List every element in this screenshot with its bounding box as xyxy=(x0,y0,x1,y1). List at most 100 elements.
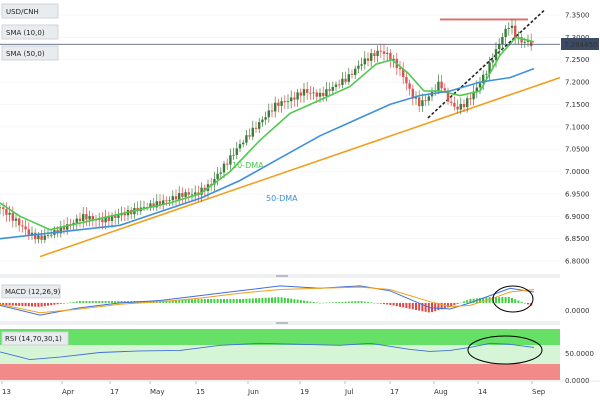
candle xyxy=(190,188,194,202)
macd-histogram-bar xyxy=(5,302,8,306)
macd-histogram-bar xyxy=(290,298,293,303)
sma50-annotation: 50-DMA xyxy=(266,194,298,203)
macd-histogram-bar xyxy=(447,302,449,308)
price-tick-label: 6.8500 xyxy=(565,235,590,243)
candle xyxy=(229,148,232,170)
macd-histogram-bar xyxy=(466,300,469,303)
macd-histogram-bar xyxy=(226,299,229,303)
macd-histogram-bar xyxy=(31,302,33,307)
macd-histogram-bar xyxy=(479,298,481,303)
macd-histogram-bar xyxy=(37,302,40,307)
macd-histogram-bar xyxy=(287,298,289,303)
candle xyxy=(277,98,280,113)
candle xyxy=(226,158,229,170)
macd-histogram-bar xyxy=(504,297,507,303)
macd-histogram-bar xyxy=(53,302,56,305)
macd-histogram-bar xyxy=(370,302,373,303)
candle xyxy=(357,60,360,74)
macd-histogram-bar xyxy=(514,299,517,303)
macd-histogram-bar xyxy=(527,302,529,305)
macd-histogram-bar xyxy=(469,298,472,303)
candle xyxy=(59,220,62,238)
macd-histogram-bar xyxy=(511,297,513,303)
x-tick-label: Aug xyxy=(434,388,448,396)
macd-histogram-bar xyxy=(517,300,520,303)
macd-histogram-bar xyxy=(101,300,104,303)
x-tick-label: 17 xyxy=(390,388,399,396)
macd-histogram-bar xyxy=(319,302,321,304)
macd-histogram-bar xyxy=(392,302,395,306)
candle xyxy=(88,210,91,227)
support-orange-trendline xyxy=(39,76,561,258)
candle xyxy=(0,204,2,215)
candle xyxy=(280,97,283,113)
macd-histogram-bar xyxy=(251,298,254,303)
price-tick-label: 7.3500 xyxy=(565,11,590,19)
macd-histogram-bar xyxy=(242,298,245,303)
candle xyxy=(466,95,469,113)
candle xyxy=(328,82,331,96)
candle xyxy=(530,33,533,51)
macd-histogram-bar xyxy=(271,297,273,303)
macd-histogram-bar xyxy=(111,300,113,303)
macd-histogram-bar xyxy=(143,300,145,303)
macd-histogram-bar xyxy=(523,302,526,304)
macd-histogram-bar xyxy=(207,299,209,303)
candle xyxy=(382,44,386,61)
macd-histogram-bar xyxy=(11,302,14,306)
macd-histogram-bar xyxy=(21,302,24,306)
candle xyxy=(488,56,491,81)
macd-histogram-bar xyxy=(283,297,286,303)
candle xyxy=(344,71,347,85)
candle xyxy=(149,199,152,211)
macd-highlight-circle xyxy=(492,285,534,313)
macd-histogram-bar xyxy=(117,300,120,303)
candle xyxy=(331,81,334,96)
candle xyxy=(338,79,341,89)
x-axis: 13 Apr 17 May 15 Jun 19 Jul 17 Aug 14 Sep xyxy=(0,380,600,396)
candle xyxy=(213,171,216,192)
rsi-neutral-zone xyxy=(0,345,560,364)
macd-histogram-bar xyxy=(175,300,177,303)
macd-histogram-bar xyxy=(200,299,203,303)
candle xyxy=(251,120,254,141)
macd-histogram-bar xyxy=(213,299,216,303)
macd-histogram-bar xyxy=(191,299,193,303)
candle xyxy=(408,79,411,96)
candle xyxy=(184,188,187,204)
macd-histogram-bar xyxy=(501,297,504,303)
macd-histogram-bar xyxy=(27,302,30,307)
macd-histogram-bar xyxy=(383,302,385,305)
price-tick-label: 6.9500 xyxy=(565,190,590,198)
macd-histogram-bar xyxy=(104,300,107,303)
candle xyxy=(123,207,126,222)
candle xyxy=(245,129,248,146)
macd-histogram-bar xyxy=(203,299,206,303)
x-tick-label: May xyxy=(150,388,164,396)
last-price-tag: 7.284450 xyxy=(561,38,599,50)
macd-histogram-bar xyxy=(15,302,17,306)
macd-histogram-bar xyxy=(437,302,440,311)
macd-histogram-bar xyxy=(85,300,88,303)
sma10-annotation: 10-DMA xyxy=(232,161,264,170)
price-tick-label: 7.3000 xyxy=(565,34,590,42)
macd-histogram-bar xyxy=(453,302,456,306)
candle xyxy=(290,90,293,109)
macd-histogram-bar xyxy=(322,302,325,304)
candle xyxy=(75,214,78,229)
x-tick-label: Sep xyxy=(532,388,546,396)
macd-histogram-bar xyxy=(376,302,379,304)
macd-histogram-bar xyxy=(363,301,366,303)
macd-line xyxy=(0,285,535,316)
macd-histogram-bar xyxy=(303,300,305,303)
macd-histogram-bar xyxy=(373,302,376,304)
candle xyxy=(242,139,245,148)
x-tick-label: 15 xyxy=(196,388,205,396)
macd-histogram-bar xyxy=(40,302,43,307)
price-tick-label: 6.9000 xyxy=(565,213,590,221)
candle xyxy=(254,121,258,133)
macd-histogram-bar xyxy=(123,300,126,303)
macd-histogram-bar xyxy=(245,298,248,303)
rsi-overbought-zone xyxy=(0,329,560,345)
macd-histogram-bar xyxy=(421,302,424,312)
